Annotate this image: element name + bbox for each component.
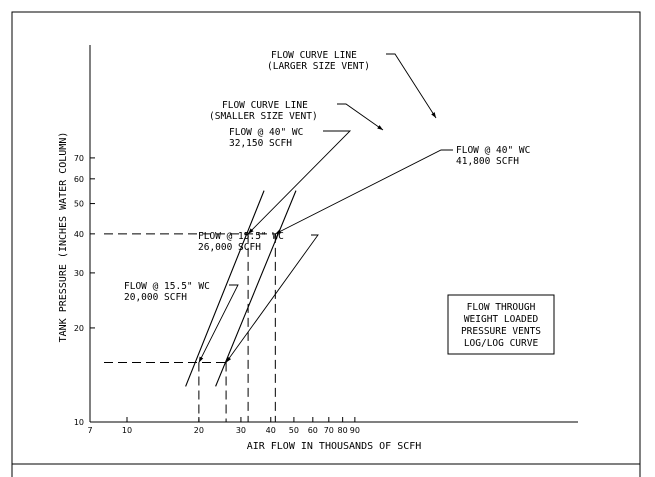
x-tick-label: 50 bbox=[289, 426, 299, 435]
leader-lines bbox=[198, 53, 453, 363]
leader-40wc-larger bbox=[275, 149, 453, 235]
y-tick-label: 40 bbox=[74, 230, 84, 239]
x-axis-label: AIR FLOW IN THOUSANDS OF SCFH bbox=[247, 441, 422, 452]
y-tick-group: 10 20 30 40 50 60 70 bbox=[74, 154, 95, 427]
y-tick-label: 20 bbox=[74, 324, 84, 333]
x-tick-group: 7 10 20 30 40 50 60 70 80 90 bbox=[87, 417, 360, 435]
leader-larger-curve bbox=[386, 53, 437, 119]
curve-label-smaller: FLOW CURVE LINE (SMALLER SIZE VENT) bbox=[209, 100, 318, 122]
legend-box bbox=[447, 294, 555, 355]
callout-15wc-larger-line2: 26,000 SCFH bbox=[198, 242, 261, 253]
legend-line-4: LOG/LOG CURVE bbox=[464, 338, 539, 349]
curve-label-larger-line2: (LARGER SIZE VENT) bbox=[267, 61, 370, 72]
legend-line-2: WEIGHT LOADED bbox=[464, 314, 539, 325]
arrow-15wc-smaller bbox=[198, 356, 204, 363]
arrow-larger-curve bbox=[431, 112, 436, 118]
callout-40wc-larger-line2: 41,800 SCFH bbox=[456, 156, 519, 167]
y-tick-label: 60 bbox=[74, 175, 84, 184]
frame-border bbox=[11, 11, 641, 465]
y-tick-label: 70 bbox=[74, 154, 84, 163]
callout-15wc-larger: FLOW @ 15.5" WC 26,000 SCFH bbox=[198, 231, 284, 253]
series-group bbox=[185, 190, 297, 387]
x-tick-label: 60 bbox=[308, 426, 318, 435]
x-tick-label: 10 bbox=[122, 426, 132, 435]
x-tick-label: 20 bbox=[194, 426, 204, 435]
callout-40wc-smaller: FLOW @ 40" WC 32,150 SCFH bbox=[229, 127, 303, 149]
legend-line-1: FLOW THROUGH bbox=[467, 302, 536, 313]
curve-label-smaller-line1: FLOW CURVE LINE bbox=[222, 100, 308, 111]
callout-40wc-larger: FLOW @ 40" WC 41,800 SCFH bbox=[456, 145, 530, 167]
leader-15wc-larger bbox=[225, 234, 319, 363]
leader-40wc-smaller bbox=[247, 130, 352, 235]
x-tick-label: 90 bbox=[350, 426, 360, 435]
callout-40wc-smaller-line2: 32,150 SCFH bbox=[229, 138, 292, 149]
callout-40wc-smaller-line1: FLOW @ 40" WC bbox=[229, 127, 303, 138]
reference-lines bbox=[104, 233, 276, 422]
x-tick-label: 40 bbox=[266, 426, 276, 435]
y-tick-label: 30 bbox=[74, 269, 84, 278]
series-line-larger-vent bbox=[215, 190, 297, 387]
x-tick-label: 70 bbox=[324, 426, 334, 435]
arrow-smaller-curve bbox=[377, 125, 383, 130]
callout-40wc-larger-line1: FLOW @ 40" WC bbox=[456, 145, 530, 156]
arrow-40wc-smaller bbox=[248, 228, 254, 234]
callout-15wc-smaller-line1: FLOW @ 15.5" WC bbox=[124, 281, 210, 292]
y-axis-label: TANK PRESSURE (INCHES WATER COLUMN) bbox=[58, 132, 69, 343]
y-tick-label: 50 bbox=[74, 200, 84, 209]
x-tick-label: 80 bbox=[338, 426, 348, 435]
x-tick-label: 7 bbox=[87, 426, 92, 435]
series-line-smaller-vent bbox=[185, 190, 265, 387]
x-tick-label: 30 bbox=[236, 426, 246, 435]
curve-label-smaller-line2: (SMALLER SIZE VENT) bbox=[209, 111, 318, 122]
callout-15wc-smaller: FLOW @ 15.5" WC 20,000 SCFH bbox=[124, 281, 210, 303]
leader-smaller-curve bbox=[337, 103, 384, 131]
callout-15wc-larger-line1: FLOW @ 15.5" WC bbox=[198, 231, 284, 242]
legend: FLOW THROUGH WEIGHT LOADED PRESSURE VENT… bbox=[447, 294, 555, 355]
arrow-40wc-larger bbox=[275, 229, 282, 234]
legend-line-3: PRESSURE VENTS bbox=[461, 326, 541, 337]
curve-label-larger: FLOW CURVE LINE (LARGER SIZE VENT) bbox=[267, 50, 370, 72]
leader-15wc-smaller bbox=[198, 284, 239, 363]
y-tick-label: 10 bbox=[74, 418, 84, 427]
arrow-15wc-larger bbox=[226, 356, 232, 363]
curve-label-larger-line1: FLOW CURVE LINE bbox=[271, 50, 357, 61]
callout-15wc-smaller-line2: 20,000 SCFH bbox=[124, 292, 187, 303]
